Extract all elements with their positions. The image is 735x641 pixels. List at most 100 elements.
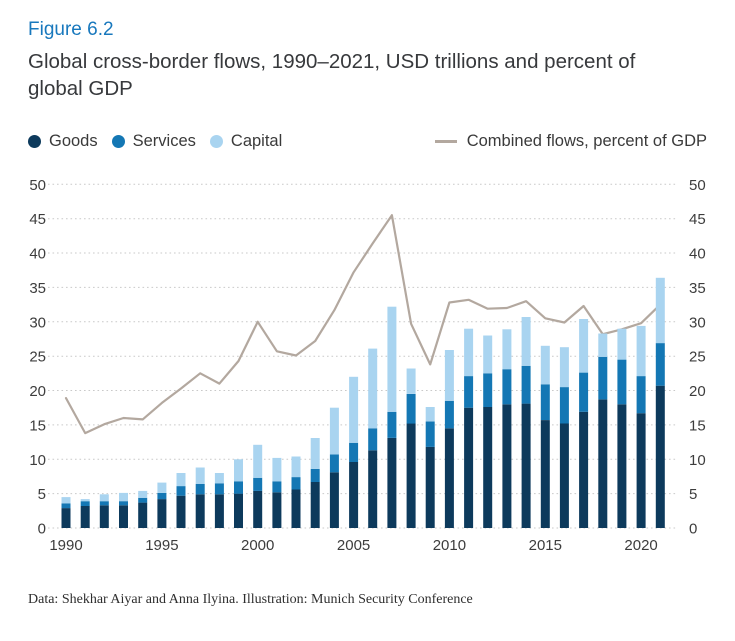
legend-label-goods: Goods [49, 132, 98, 150]
bar-1993-goods [119, 505, 128, 528]
y-axis-right-label-20: 20 [689, 383, 706, 400]
y-axis-right-label-15: 15 [689, 417, 706, 434]
bar-2004-goods [329, 472, 339, 528]
bar-1999-services [234, 481, 243, 494]
y-axis-left-label-25: 25 [29, 349, 46, 366]
bar-2014-goods [521, 403, 531, 528]
bar-1999-goods [234, 493, 243, 528]
legend-label-combined-flows: Combined flows, percent of GDP [466, 132, 707, 150]
bar-2018-services [598, 356, 608, 400]
bar-2005-goods [349, 462, 359, 528]
bar-1998-services [214, 483, 224, 495]
bar-1994-services [138, 497, 148, 503]
bar-2011-capital [464, 328, 474, 377]
x-axis-label-1990: 1990 [49, 537, 82, 554]
combined-flows-line [64, 214, 662, 435]
y-axis-left-label-50: 50 [29, 177, 46, 194]
bar-2008-services [406, 394, 416, 424]
legend-item-capital: Capital [209, 132, 283, 151]
y-axis-left-label-40: 40 [29, 246, 46, 263]
bar-2006-goods [368, 450, 378, 528]
bar-1996-services [176, 486, 186, 496]
x-axis-label-2015: 2015 [529, 537, 562, 554]
x-axis-label-2010: 2010 [433, 537, 466, 554]
bar-2000-services [253, 477, 263, 491]
y-axis-left-label-0: 0 [38, 521, 46, 538]
bar-2000-capital [253, 444, 263, 478]
footer-credit: Data: Shekhar Aiyar and Anna Ilyina. Ill… [28, 592, 473, 607]
bar-1990-capital [61, 497, 71, 504]
bar-2020-services [636, 376, 646, 414]
bar-1990-services [61, 503, 71, 509]
bar-2007-capital [387, 306, 397, 412]
bar-1994-capital [138, 490, 148, 498]
bar-2015-services [540, 384, 550, 420]
bar-1995-services [157, 492, 167, 500]
legend-label-services: Services [132, 132, 196, 150]
legend: Goods Services Capital Combined flows, p… [28, 132, 707, 151]
bar-2016-capital [559, 347, 569, 388]
bar-2005-capital [349, 376, 359, 443]
bar-2010-goods [444, 428, 454, 528]
bar-2009-capital [425, 407, 435, 422]
bar-2004-capital [329, 407, 339, 455]
bar-2008-capital [406, 368, 416, 394]
bar-1996-goods [176, 495, 186, 528]
bar-1991-goods [80, 506, 90, 528]
bar-2019-goods [617, 404, 627, 528]
x-axis-label-2005: 2005 [337, 537, 370, 554]
bar-2016-goods [559, 423, 569, 528]
bar-1997-capital [195, 467, 205, 484]
bar-2002-services [291, 477, 301, 490]
bar-1998-capital [214, 473, 224, 484]
x-axis-label-2000: 2000 [241, 537, 274, 554]
y-axis-left-label-45: 45 [29, 211, 46, 228]
y-axis-right-label-10: 10 [689, 452, 706, 469]
bar-2002-goods [291, 489, 301, 528]
services-swatch-icon [111, 135, 125, 148]
bar-1993-services [119, 501, 128, 506]
y-axis-right-label-0: 0 [689, 521, 697, 538]
bar-2013-goods [502, 404, 512, 528]
bar-2019-services [617, 359, 627, 405]
figure-label: Figure 6.2 [28, 19, 114, 40]
bar-1995-capital [157, 482, 167, 493]
bar-2010-capital [444, 350, 454, 401]
bar-2007-goods [387, 438, 397, 528]
y-axis-right-label-5: 5 [689, 486, 697, 503]
legend-label-capital: Capital [230, 132, 283, 150]
bar-2015-capital [540, 345, 550, 385]
y-axis-right-label-50: 50 [689, 177, 706, 194]
bar-2021-capital [655, 277, 665, 344]
y-axis-left-label-10: 10 [29, 452, 46, 469]
bar-2021-services [655, 343, 665, 386]
bar-2012-goods [483, 407, 493, 528]
bar-1998-goods [214, 494, 224, 528]
bar-2002-capital [291, 456, 301, 478]
bar-1991-services [80, 501, 90, 506]
bar-2000-goods [253, 490, 263, 528]
bar-2007-services [387, 411, 397, 438]
bar-1992-capital [99, 494, 109, 502]
x-axis-label-2020: 2020 [624, 537, 657, 554]
bar-2018-goods [598, 399, 608, 528]
bar-2012-capital [483, 335, 493, 374]
chart-title: Global cross-border flows, 1990–2021, US… [28, 50, 636, 100]
bar-2014-capital [521, 317, 531, 366]
y-axis-left-label-20: 20 [29, 383, 46, 400]
bar-2004-services [329, 454, 339, 473]
bar-2015-goods [540, 420, 550, 528]
bar-1997-services [195, 484, 205, 495]
y-axis-right-label-25: 25 [689, 349, 706, 366]
bar-2010-services [444, 400, 454, 429]
bar-1995-goods [157, 499, 167, 528]
bar-2017-services [579, 372, 589, 412]
goods-swatch-icon [28, 135, 41, 148]
y-axis-right-label-45: 45 [689, 211, 706, 228]
bar-2006-capital [368, 348, 378, 429]
bar-2003-services [310, 468, 320, 482]
bar-2011-services [464, 376, 474, 408]
bar-2021-goods [655, 385, 665, 528]
y-axis-left-label-15: 15 [29, 417, 46, 434]
